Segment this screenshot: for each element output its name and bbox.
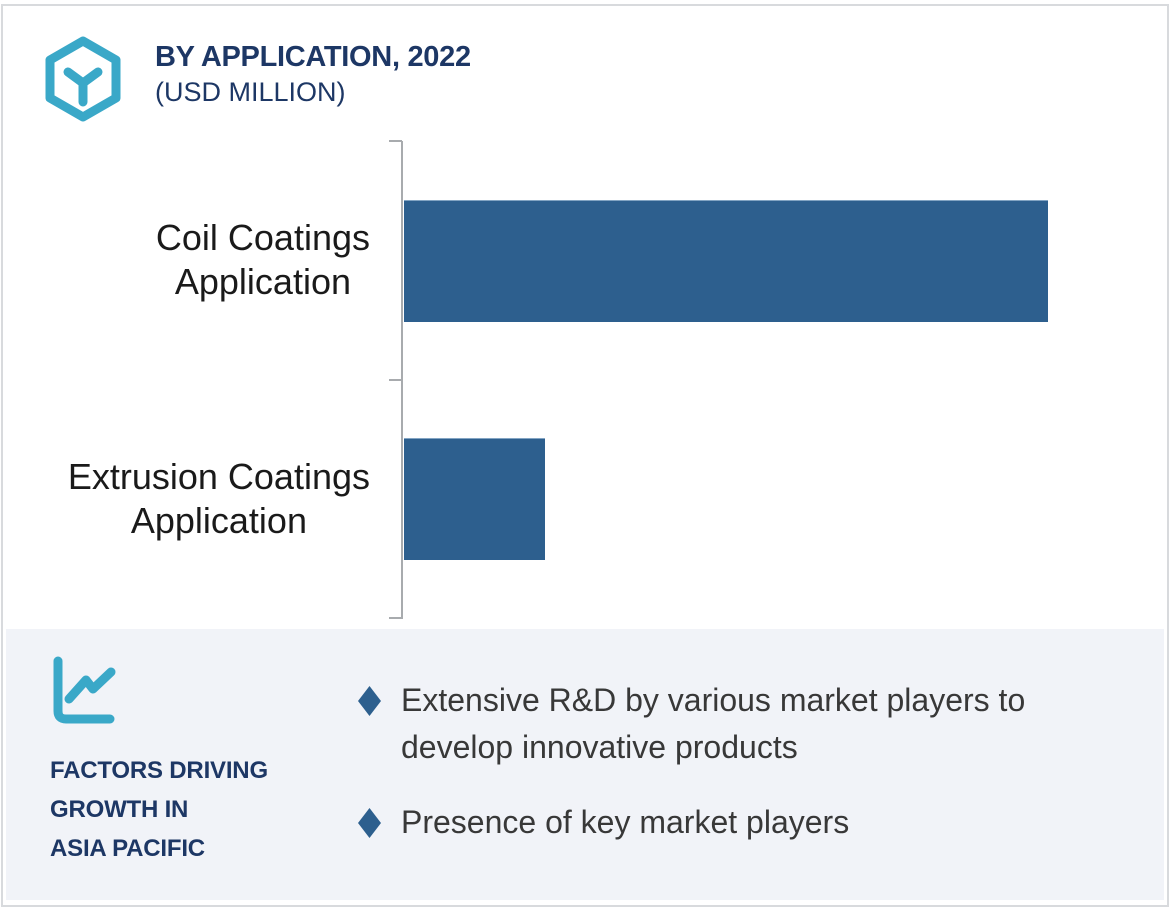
diamond-bullet-icon [358, 808, 381, 838]
category-label-line: Application [130, 500, 307, 541]
factors-heading-line: GROWTH IN [50, 796, 189, 823]
factor-text: Extensive R&D by various market players … [401, 682, 1026, 765]
bar-extrusion-coatings-application [404, 438, 546, 560]
list-item: Presence of key market players [358, 799, 1101, 846]
plot-area [404, 141, 1164, 619]
factors-heading-line: FACTORS DRIVING [50, 757, 268, 784]
factors-heading-line: ASIA PACIFIC [50, 835, 205, 862]
chart-header: BY APPLICATION, 2022 (USD MILLION) [44, 36, 471, 122]
factors-heading: FACTORS DRIVING GROWTH IN ASIA PACIFIC [50, 751, 268, 868]
chart-subtitle: (USD MILLION) [155, 77, 346, 107]
list-item: Extensive R&D by various market players … [358, 677, 1101, 771]
category-label-coil-coatings: Coil Coatings Application [156, 216, 370, 304]
factors-panel: FACTORS DRIVING GROWTH IN ASIA PACIFIC E… [6, 629, 1164, 900]
chart-titles: BY APPLICATION, 2022 (USD MILLION) [155, 36, 471, 122]
line-chart-icon [53, 656, 116, 724]
hexagon-cube-icon [45, 36, 121, 122]
category-axis-line [401, 141, 403, 619]
diamond-bullet-icon [358, 686, 381, 716]
axis-tick [389, 617, 402, 619]
category-label-line: Coil Coatings [155, 217, 370, 258]
factors-list: Extensive R&D by various market players … [358, 677, 1101, 846]
category-label-line: Application [174, 261, 351, 302]
axis-tick [389, 379, 402, 381]
category-label-extrusion-coatings: Extrusion Coatings Application [68, 455, 370, 543]
factor-text: Presence of key market players [401, 804, 850, 840]
chart-title: BY APPLICATION, 2022 [155, 41, 471, 73]
category-label-line: Extrusion Coatings [67, 456, 370, 497]
bar-chart: Coil Coatings Application Extrusion Coat… [68, 140, 1164, 619]
bar-coil-coatings-application [404, 200, 1048, 322]
axis-tick [389, 140, 402, 142]
